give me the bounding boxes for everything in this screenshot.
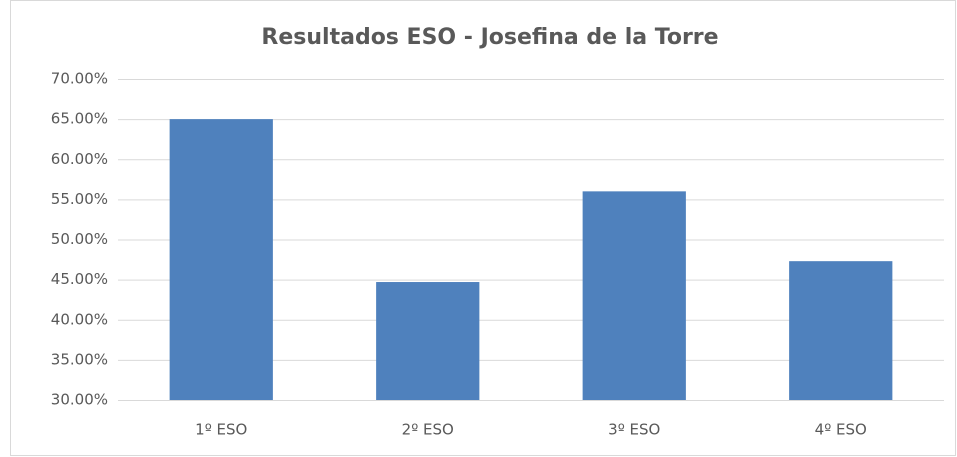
bar [376, 282, 480, 400]
chart-title: Resultados ESO - Josefina de la Torre [261, 25, 718, 50]
bar [789, 261, 893, 400]
bar [169, 119, 273, 400]
y-tick-label: 65.00% [51, 110, 108, 128]
y-tick-label: 50.00% [51, 230, 108, 248]
y-tick-label: 40.00% [51, 310, 108, 328]
x-tick-label: 4º ESO [815, 421, 867, 439]
y-tick-label: 55.00% [51, 190, 108, 208]
y-tick-label: 70.00% [51, 70, 108, 88]
y-tick-label: 60.00% [51, 150, 108, 168]
x-tick-label: 1º ESO [195, 421, 247, 439]
y-tick-label: 30.00% [51, 391, 108, 409]
x-tick-label: 3º ESO [608, 421, 660, 439]
y-tick-label: 45.00% [51, 270, 108, 288]
y-tick-label: 35.00% [51, 350, 108, 368]
x-tick-label: 2º ESO [402, 421, 454, 439]
bar [582, 191, 686, 400]
